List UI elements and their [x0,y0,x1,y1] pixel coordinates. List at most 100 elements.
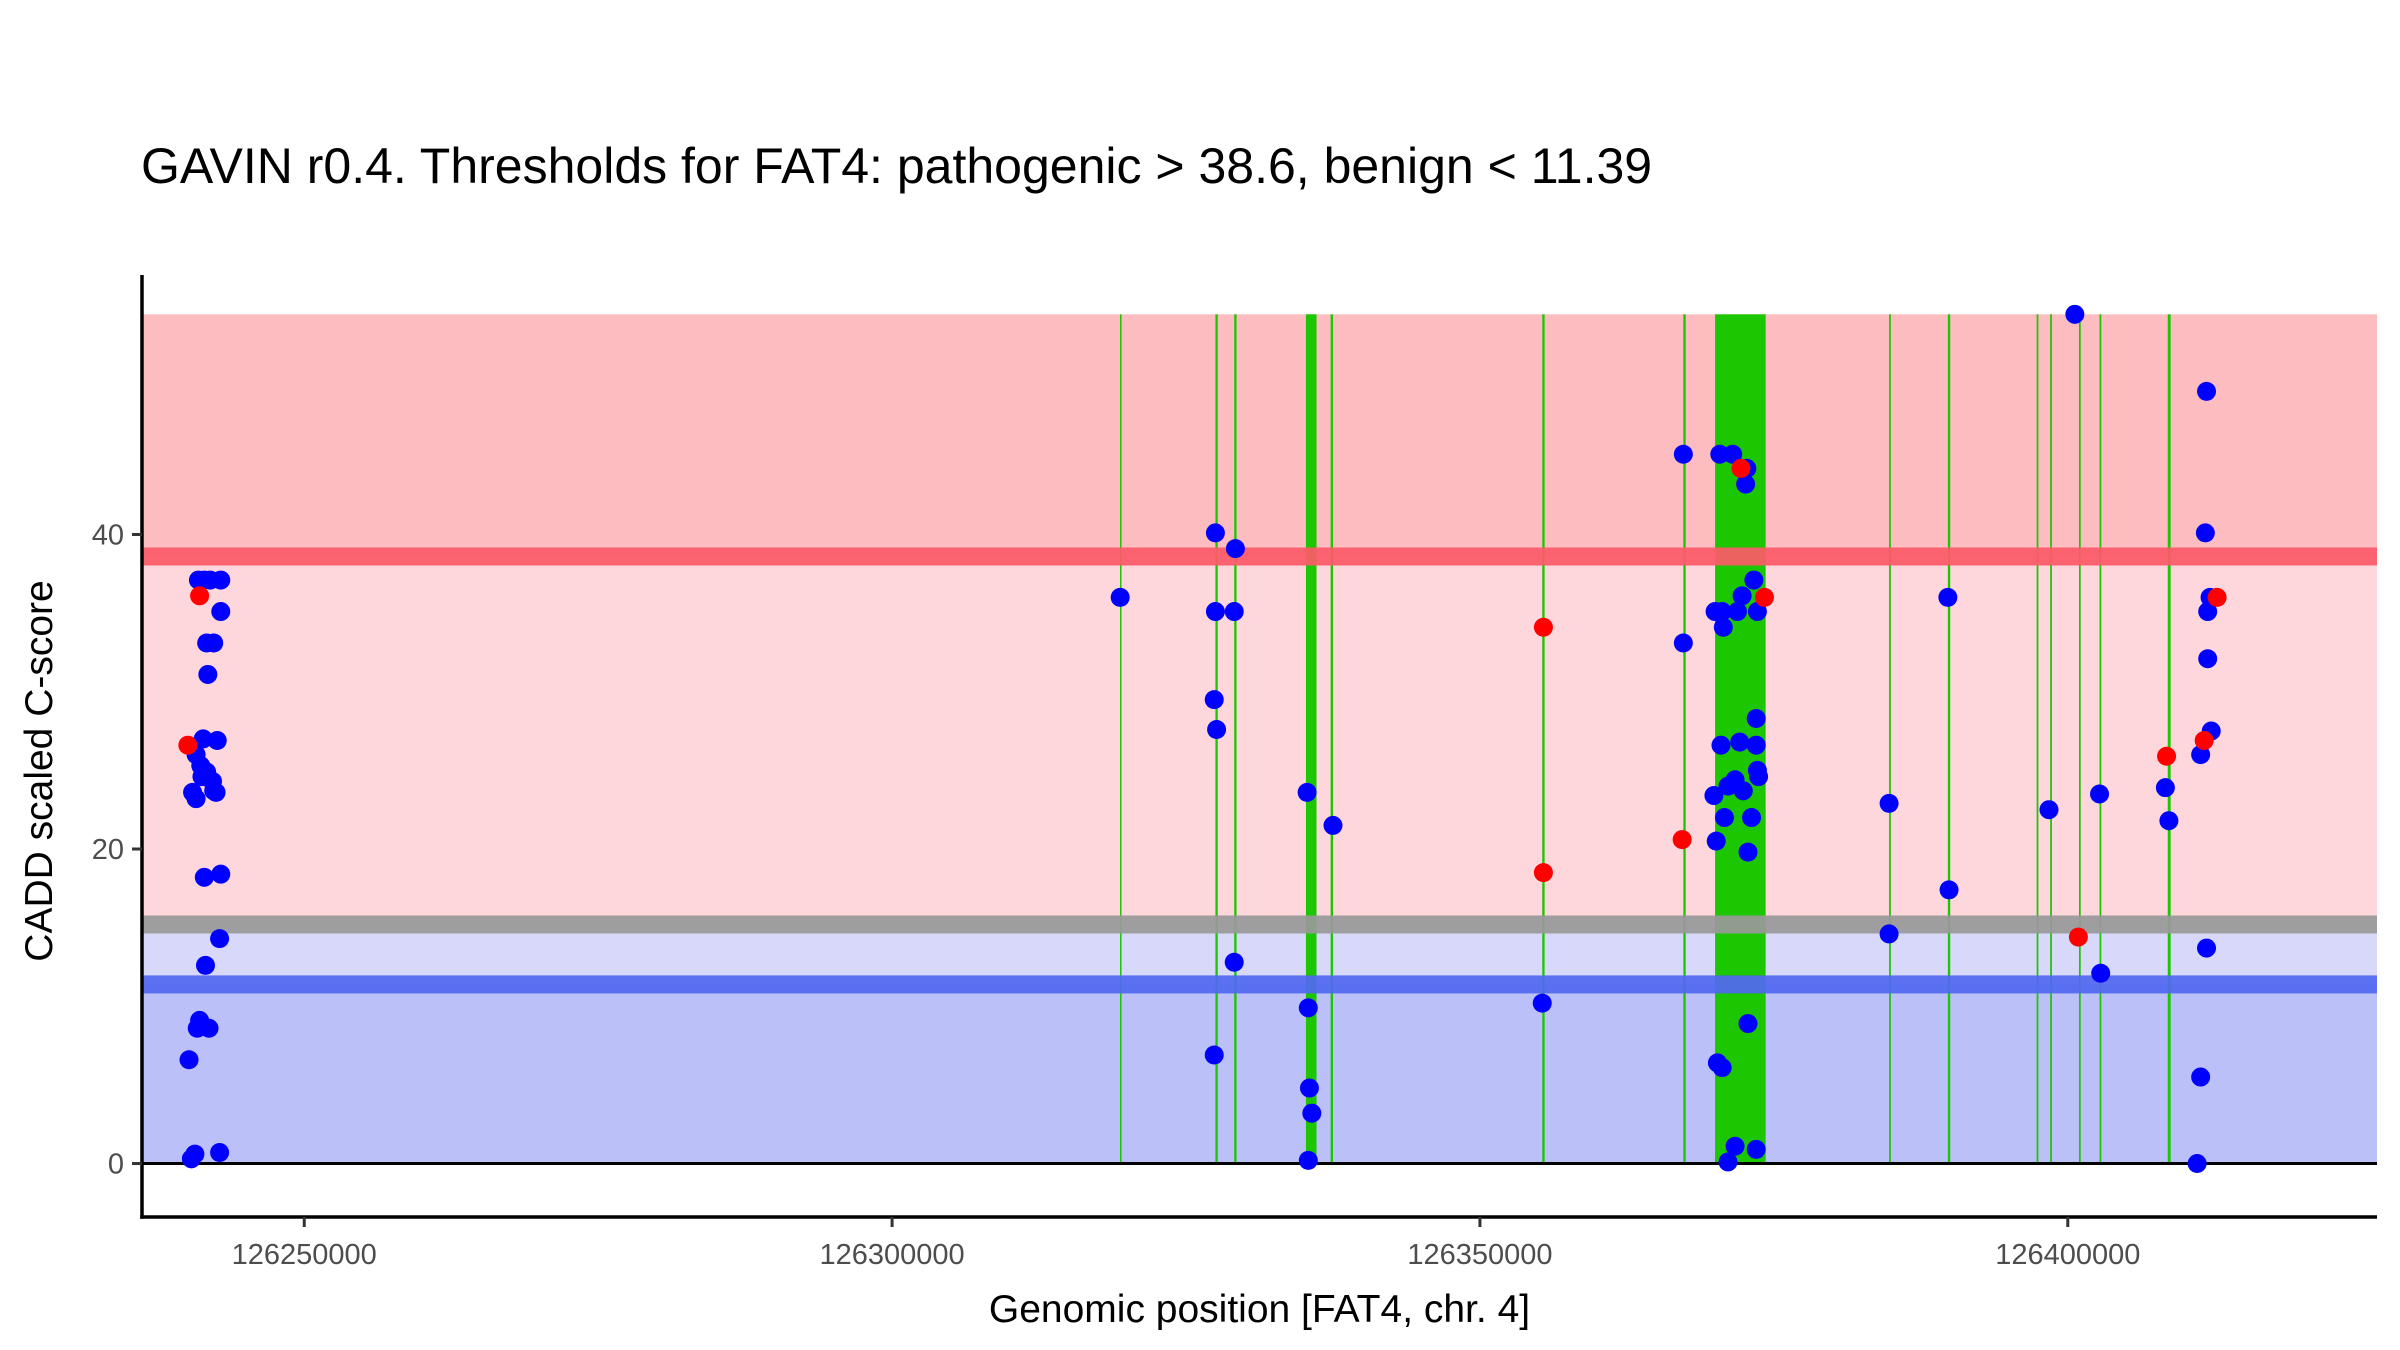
gnomad-point [1738,1014,1758,1034]
exon-bar [2078,314,2081,1164]
benign-threshold-line [142,975,2377,994]
gnomad-point [2091,963,2111,983]
clinvar-point [1672,830,1692,850]
gnomad-point [1939,880,1959,900]
benign-band [142,984,2377,1164]
clinvar-point [2194,730,2214,750]
gnomad-point [199,1018,219,1038]
x-tick-label: 126350000 [1407,1239,1552,1271]
gnomad-point [1732,586,1752,606]
gnomad-point [2191,1067,2211,1087]
gnomad-point [1730,732,1750,752]
gnomad-point [179,1050,199,1070]
y-ticks: 0 20 40 [92,519,142,1181]
gnomad-point [1879,924,1899,944]
gnomad-point [206,782,226,802]
fallback-threshold-line [142,915,2377,934]
clinvar-point [1533,617,1553,637]
exon-bar [1234,314,1237,1164]
gnomad-point [1204,690,1224,710]
gnomad-point [1302,1103,1322,1123]
gnomad-point [1738,842,1758,862]
gnomad-point [1723,444,1743,464]
gnomad-point [1747,602,1767,622]
vus-upper-band [142,556,2377,925]
gnomad-point [1207,719,1227,739]
threshold-lines [142,547,2377,994]
gnomad-point [1532,993,1552,1013]
gnomad-point [2198,649,2218,669]
gnomad-point [1297,782,1317,802]
gnomad-point [1224,602,1244,622]
gnomad-point [1224,952,1244,972]
gnomad-point [1712,602,1732,622]
gnomad-point [1742,808,1762,828]
gnomad-point [1204,1045,1224,1065]
gnomad-point [1706,831,1726,851]
gnomad-point [1733,781,1753,801]
y-axis-title: CADD scaled C-score [18,580,61,961]
x-tick-label: 126400000 [1995,1239,2140,1271]
gnomad-point [2187,1154,2207,1174]
gnomad-point [1712,1058,1732,1078]
gnomad-point [210,929,230,949]
clinvar-point [2068,927,2088,947]
exon-bar [2099,314,2102,1164]
gnomad-point [1749,767,1769,787]
gnomad-point [210,1143,230,1163]
x-ticks: 126250000 126300000 126350000 126400000 [232,1217,2140,1271]
gnomad-point [1714,808,1734,828]
gnomad-point [1299,1078,1319,1098]
gnomad-point [211,864,231,884]
clinvar-point [1533,863,1553,883]
gnomad-point [1746,735,1766,755]
gnomad-point [2155,778,2175,798]
gnomad-point [1323,815,1343,835]
gnomad-point [1713,617,1733,637]
x-tick-label: 126250000 [232,1239,377,1271]
point-layer [178,304,2227,1174]
exon-bar [1947,314,1951,1164]
gnomad-point [1704,786,1724,806]
exon-bar [1330,314,1333,1164]
gnomad-point [2065,304,2085,324]
title-line-1: GAVIN r0.4. Thresholds for FAT4: pathoge… [141,138,1653,194]
gnomad-point [2197,938,2217,958]
x-axis-title: Genomic position [FAT4, chr. 4] [989,1288,1530,1331]
gnomad-point [1727,602,1747,622]
vus-lower-band [142,924,2377,985]
gnomad-point [1746,1139,1766,1159]
gnomad-point [2195,523,2215,543]
clinvar-point [1731,458,1751,478]
exon-bar [1120,314,1122,1164]
y-tick-label: 0 [108,1149,124,1181]
gnomad-point [1225,539,1245,559]
gnomad-point [211,602,231,622]
clinvar-point [178,735,198,755]
gnomad-point [1205,523,1225,543]
x-tick-label: 126300000 [820,1239,965,1271]
pathogenic-band [142,314,2377,557]
gnomad-point [2039,800,2059,820]
exon-bar [1542,314,1545,1164]
gnomad-point [1725,1136,1745,1156]
clinvar-point [2157,746,2177,766]
gnomad-point [194,867,214,887]
gnomad-point [1110,587,1130,607]
gnomad-point [1298,1150,1318,1170]
y-tick-label: 20 [92,834,124,866]
gnomad-point [1879,793,1899,813]
gnomad-point [2197,381,2217,401]
y-tick-label: 40 [92,519,124,551]
gnomad-point [2090,784,2110,804]
exon-bar [1683,314,1686,1164]
pathogenic-threshold-line [142,547,2377,566]
exon-bar [2036,314,2039,1164]
gnomad-point [1718,1152,1738,1172]
gnomad-point [1711,735,1731,755]
gnomad-point [2198,602,2218,622]
gnomad-point [1673,633,1693,653]
gnomad-point [211,570,231,590]
gnomad-point [1298,998,1318,1018]
clinvar-point [1754,587,1774,607]
